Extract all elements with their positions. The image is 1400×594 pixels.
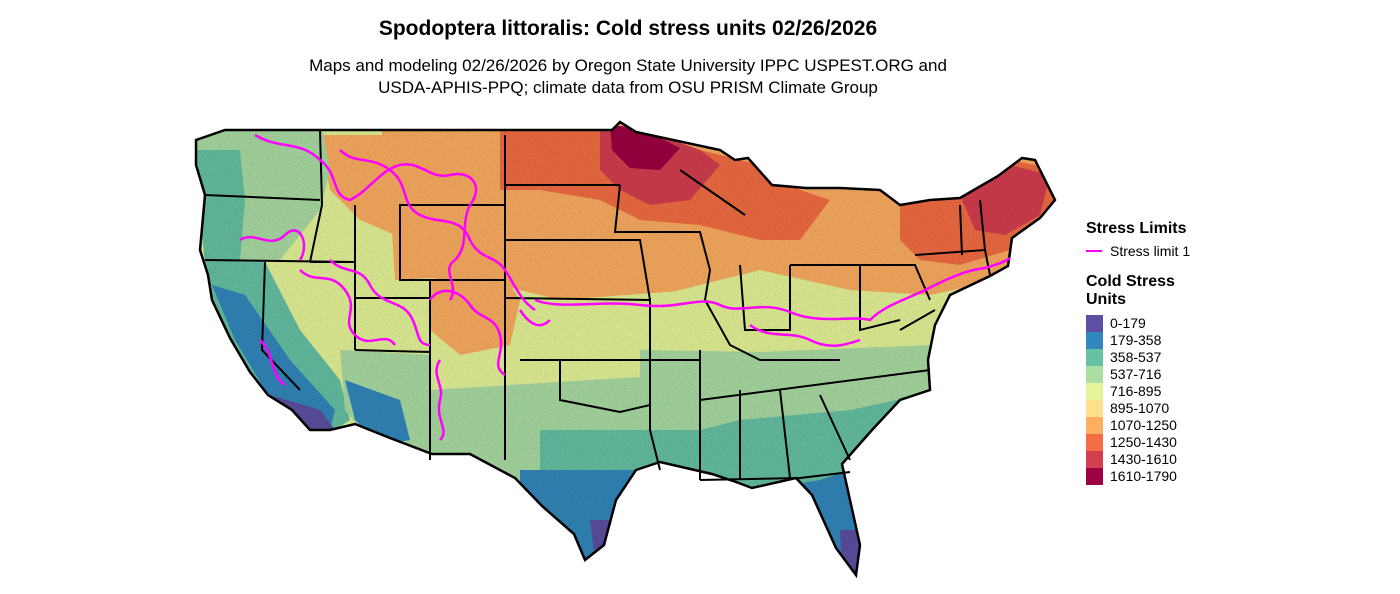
legend-swatch [1086,366,1103,383]
legend-bin-label: 1610-1790 [1110,468,1177,484]
legend-swatch [1086,400,1103,417]
legend-bin: 179-358 [1086,332,1386,349]
legend-bin: 1250-1430 [1086,434,1386,451]
legend-bin: 716-895 [1086,383,1386,400]
state-boundaries [204,129,991,481]
legend-bin-label: 537-716 [1110,366,1162,382]
legend-swatch [1086,315,1103,332]
legend-bin-label: 358-537 [1110,349,1162,365]
us-cold-stress-map [194,120,1057,577]
subtitle-line-1: Maps and modeling 02/26/2026 by Oregon S… [309,56,947,75]
subtitle-line-2: USDA-APHIS-PPQ; climate data from OSU PR… [378,78,878,97]
legend-swatch [1086,349,1103,366]
stress-limits-legend-title: Stress Limits [1086,220,1187,237]
legend-bin-label: 179-358 [1110,332,1162,348]
legend-swatch [1086,434,1103,451]
legend-bin-label: 0-179 [1110,315,1146,331]
legend-bin: 1610-1790 [1086,468,1386,485]
map-subtitle: Maps and modeling 02/26/2026 by Oregon S… [0,55,1256,99]
legend-swatch [1086,417,1103,434]
legend-bin: 537-716 [1086,366,1386,383]
stress-limit-legend-item: Stress limit 1 [1086,243,1386,259]
legend-bin-label: 1250-1430 [1110,434,1177,450]
legend-swatch [1086,383,1103,400]
legend-swatch [1086,332,1103,349]
legend: Stress Limits Stress limit 1 Cold Stress… [1086,220,1386,485]
legend-bin: 358-537 [1086,349,1386,366]
legend-bin-label: 895-1070 [1110,400,1170,416]
legend-bin-label: 716-895 [1110,383,1162,399]
legend-bin: 895-1070 [1086,400,1386,417]
legend-bin: 0-179 [1086,315,1386,332]
stress-limit-1-contours [239,133,1011,441]
legend-swatch [1086,451,1103,468]
legend-bin-label: 1430-1610 [1110,451,1177,467]
legend-swatch [1086,468,1103,485]
legend-bin: 1070-1250 [1086,417,1386,434]
map-title: Spodoptera littoralis: Cold stress units… [378,17,878,40]
stress-limit-label: Stress limit 1 [1110,243,1191,259]
legend-bin: 1430-1610 [1086,451,1386,468]
legend-bin-label: 1070-1250 [1110,417,1177,433]
stress-limit-line-swatch [1086,250,1102,252]
cold-stress-legend-title: Cold Stress Units [1086,273,1175,308]
cold-stress-bins: 0-179 179-358 358-537 537-716 716-895 895-107… [1086,315,1386,485]
